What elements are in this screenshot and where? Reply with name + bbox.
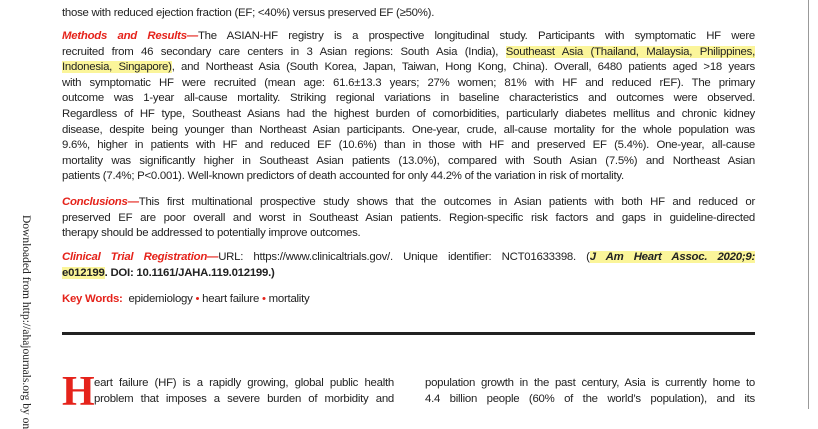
methods-line: outcome was 1-year all-cause mortality. … (62, 92, 755, 105)
methods-line: Indonesia, Singapore), and Northeast Asi… (62, 61, 755, 74)
methods-line: Regardless of HF type, Southeast Asians … (62, 108, 755, 120)
body-right-line: 4.4 billion people (60% of the world’s p… (425, 393, 755, 405)
methods-line: with symptomatic HF were recruited (mean… (62, 76, 755, 89)
keyword[interactable]: mortality (268, 293, 310, 305)
body-right-line: population growth in the past century, A… (425, 377, 755, 389)
background-tail: those with reduced ejection fraction (EF… (62, 7, 435, 19)
methods-line: recruited from 46 secondary care centers… (62, 45, 755, 58)
conclusions-line: therapy should be addressed to potential… (62, 227, 361, 240)
body-left-line: eart failure (HF) is a rapidly growing, … (94, 377, 394, 389)
bullet: • (195, 293, 200, 305)
conclusions-heading: Conclusions— (62, 196, 139, 208)
journal-citation: J Am Heart Assoc. 2020;9: (589, 251, 755, 263)
keywords: Key Words: epidemiology • heart failure … (62, 292, 755, 306)
methods-line: patients (7.4%; P<0.001). Well-known pre… (62, 170, 624, 183)
methods-line: disease, despite being younger than Nort… (62, 123, 755, 136)
download-notice: Downloaded from http://ahajournals.org b… (20, 215, 32, 429)
drop-cap: H (62, 369, 95, 415)
methods-line: mortality was significantly higher in So… (62, 154, 755, 167)
article-id: e012199 (62, 266, 105, 279)
section-divider (62, 332, 755, 335)
conclusions-line: Conclusions—This first multinational pro… (62, 196, 755, 208)
keywords-label: Key Words: (62, 293, 123, 305)
keyword[interactable]: epidemiology (128, 293, 193, 305)
conclusions-line: preserved EF are poor overall and worst … (62, 211, 755, 224)
methods-heading: Methods and Results— (62, 30, 198, 42)
page-edge (808, 0, 809, 409)
highlight: Indonesia, Singapore) (62, 61, 172, 74)
doi: . DOI: 10.1161/JAHA.119.012199.) (104, 266, 275, 279)
bullet: • (261, 293, 266, 305)
registration-heading: Clinical Trial Registration— (62, 251, 219, 263)
methods-line: 9.6%, higher in patients with HF and red… (62, 139, 755, 152)
registration-line: e012199. DOI: 10.1161/JAHA.119.012199.) (62, 266, 755, 280)
methods-line: Methods and Results—The ASIAN-HF registr… (62, 30, 755, 42)
body-left-line: problem that imposes a severe burden of … (94, 393, 394, 405)
highlight: Southeast Asia (Thailand, Malaysia, Phil… (505, 45, 755, 58)
keyword[interactable]: heart failure (202, 293, 260, 305)
registration-line: Clinical Trial Registration—URL: https:/… (62, 251, 755, 263)
